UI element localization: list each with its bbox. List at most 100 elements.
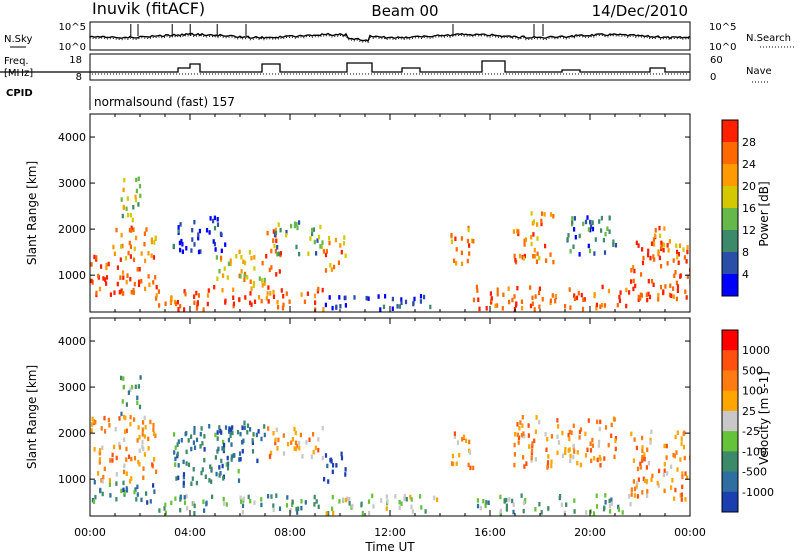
range-cell bbox=[163, 506, 166, 511]
range-cell bbox=[419, 494, 422, 499]
range-cell bbox=[177, 228, 180, 234]
range-cell bbox=[472, 239, 475, 244]
y-tick-label: 4000 bbox=[58, 335, 86, 348]
range-cell bbox=[173, 450, 176, 455]
range-cell bbox=[636, 480, 639, 486]
x-tick-label: 08:00 bbox=[274, 526, 306, 539]
range-cell bbox=[225, 462, 228, 467]
range-cell bbox=[252, 432, 255, 437]
range-cell bbox=[115, 227, 118, 233]
range-cell bbox=[660, 244, 663, 249]
range-cell bbox=[193, 430, 196, 435]
range-cell bbox=[124, 415, 127, 421]
range-cell bbox=[411, 509, 414, 514]
range-cell bbox=[538, 419, 541, 425]
range-cell bbox=[679, 274, 682, 279]
range-cell bbox=[468, 439, 471, 445]
range-cell bbox=[313, 293, 317, 299]
range-cell bbox=[571, 220, 574, 225]
colorbar-swatch bbox=[722, 431, 738, 452]
range-cell bbox=[680, 497, 683, 502]
range-cell bbox=[607, 288, 611, 294]
range-cell bbox=[298, 220, 301, 225]
range-cell bbox=[508, 299, 511, 305]
range-cell bbox=[186, 506, 189, 511]
range-cell bbox=[102, 474, 105, 480]
range-cell bbox=[608, 229, 611, 234]
range-cell bbox=[298, 445, 301, 451]
range-cell bbox=[450, 233, 453, 238]
range-cell bbox=[676, 288, 679, 293]
range-cell bbox=[223, 442, 226, 448]
range-cell bbox=[135, 188, 138, 194]
range-cell bbox=[340, 451, 343, 457]
range-cell bbox=[591, 443, 594, 448]
range-cell bbox=[197, 232, 200, 237]
date-title: 14/Dec/2010 bbox=[592, 2, 688, 20]
range-cell bbox=[572, 244, 575, 249]
range-cell bbox=[242, 438, 245, 443]
power-ylabel: Slant Range [km] bbox=[25, 161, 39, 265]
range-cell bbox=[621, 510, 624, 515]
range-cell bbox=[274, 227, 277, 233]
range-cell bbox=[267, 299, 270, 304]
range-cell bbox=[312, 449, 315, 455]
range-cell bbox=[608, 215, 611, 220]
range-cell bbox=[663, 462, 666, 467]
range-cell bbox=[137, 202, 140, 207]
range-cell bbox=[641, 260, 645, 266]
range-cell bbox=[193, 445, 197, 450]
range-cell bbox=[239, 456, 242, 462]
range-cell bbox=[652, 254, 655, 259]
range-cell bbox=[136, 267, 139, 272]
range-cell bbox=[170, 500, 173, 506]
range-cell bbox=[386, 499, 389, 504]
range-cell bbox=[658, 468, 661, 474]
range-cell bbox=[291, 437, 294, 442]
range-cell bbox=[210, 466, 213, 472]
range-cell bbox=[340, 455, 344, 461]
range-cell bbox=[573, 296, 576, 302]
range-cell bbox=[613, 417, 616, 422]
range-cell bbox=[94, 420, 97, 425]
range-cell bbox=[200, 426, 203, 431]
range-cell bbox=[420, 505, 423, 510]
range-cell bbox=[468, 251, 471, 256]
range-cell bbox=[191, 227, 194, 233]
range-cell bbox=[371, 493, 374, 499]
range-cell bbox=[164, 301, 167, 306]
range-cell bbox=[612, 242, 615, 247]
colorbar-frame bbox=[721, 329, 739, 513]
range-cell bbox=[105, 275, 109, 280]
range-cell bbox=[278, 269, 281, 274]
range-cell bbox=[270, 450, 273, 456]
range-cell bbox=[614, 446, 617, 452]
range-cell bbox=[298, 251, 301, 257]
range-cell bbox=[522, 256, 525, 261]
range-cell bbox=[635, 445, 638, 451]
range-cell bbox=[546, 460, 550, 465]
range-cell bbox=[251, 440, 254, 445]
range-cell bbox=[130, 225, 133, 231]
range-cell bbox=[229, 261, 232, 267]
range-cell bbox=[248, 250, 251, 255]
range-cell bbox=[220, 458, 223, 464]
range-cell bbox=[267, 285, 270, 290]
range-cell bbox=[472, 297, 476, 303]
range-cell bbox=[241, 503, 245, 509]
range-cell bbox=[190, 481, 193, 486]
range-cell bbox=[507, 286, 510, 291]
range-cell bbox=[642, 476, 645, 482]
range-cell bbox=[360, 501, 363, 507]
range-cell bbox=[568, 287, 571, 292]
range-cell bbox=[649, 437, 652, 443]
colorbar-swatch bbox=[722, 350, 738, 371]
range-cell bbox=[335, 304, 338, 310]
range-cell bbox=[578, 429, 581, 435]
range-cell bbox=[646, 489, 649, 494]
range-cell bbox=[293, 221, 297, 226]
range-cell bbox=[597, 443, 600, 448]
range-cell bbox=[121, 399, 124, 404]
range-cell bbox=[419, 299, 422, 304]
range-cell bbox=[116, 265, 119, 270]
